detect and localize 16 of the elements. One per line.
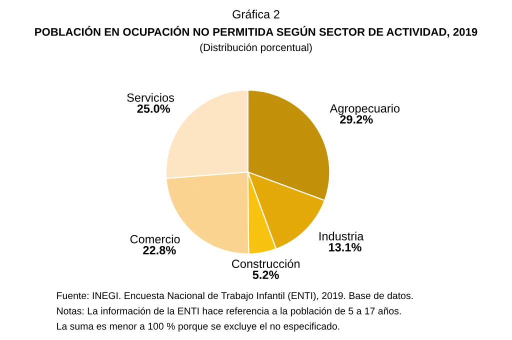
text: Notas: La información de la ENTI hace referencia a la población de 5 a 17 años. bbox=[57, 307, 401, 316]
chart-subtitle: (Distribución porcentual) bbox=[200, 43, 312, 54]
slice-label: Industria bbox=[320, 232, 364, 240]
slice-label: Servicios bbox=[127, 93, 174, 102]
slice-label: Comercio bbox=[130, 234, 180, 244]
data-label: 25.0% bbox=[137, 104, 170, 113]
source-note: Fuente: INEGI. Encuesta Nacional de Trabajo Infantil (ENTI), 2019. Base de datos. bbox=[57, 292, 413, 302]
data-label: 22.8% bbox=[143, 246, 176, 254]
text: La suma es menor a 100 % porque se excluye el no especificado. bbox=[57, 322, 340, 332]
chart-title: POBLACIÓN EN OCUPACIÓN NO PERMITIDA SEGÚN SECTOR DE ACTIVIDAD, 2019 bbox=[35, 26, 478, 38]
slice-label: Agropecuario bbox=[330, 104, 400, 115]
data-label: 13.1% bbox=[328, 243, 362, 252]
data-label: 5.2% bbox=[252, 270, 279, 280]
slice-label: Construcción bbox=[232, 259, 300, 268]
text: Gráfica 2 bbox=[232, 10, 280, 18]
data-label: 29.2% bbox=[340, 115, 373, 124]
